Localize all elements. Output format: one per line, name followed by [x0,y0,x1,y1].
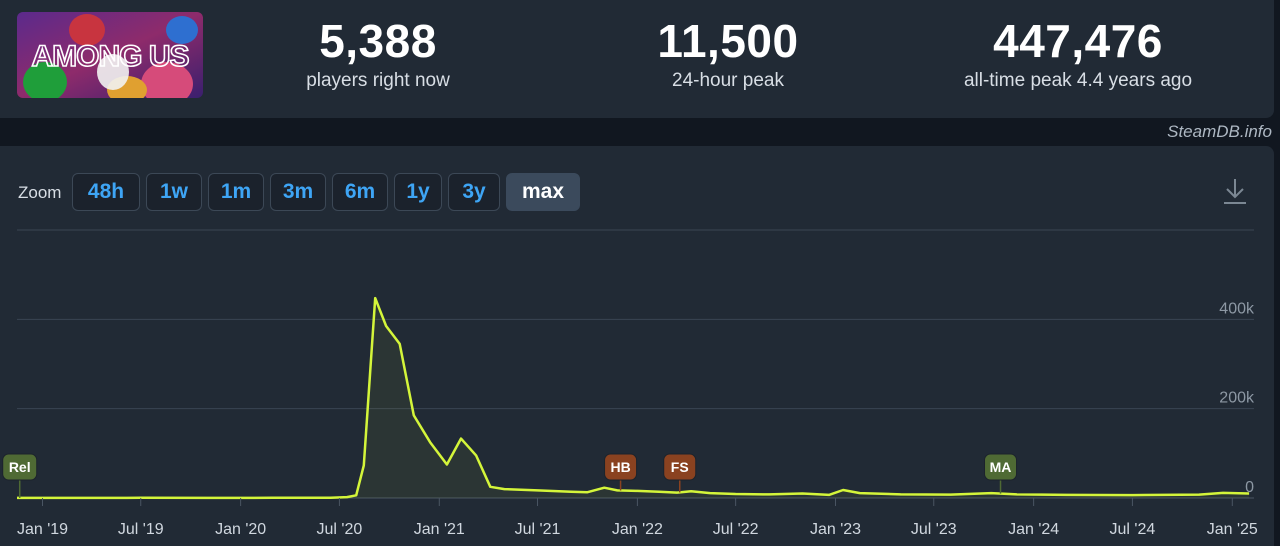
download-icon[interactable] [1222,176,1248,211]
stat-current-players: 5,388 players right now [228,14,528,92]
zoom-button-48h[interactable]: 48h [72,173,140,211]
x-tick-label: Jul '23 [911,521,957,538]
annotation-rel[interactable]: Rel [2,453,38,498]
annotations: Rel HB FS MA [2,453,1018,498]
annotation-label: FS [671,459,689,475]
all-time-peak-value: 447,476 [993,15,1163,67]
series-path [17,296,1250,500]
current-players-value: 5,388 [319,15,437,67]
x-axis-ticks: Jan '19 Jul '19 Jan '20 Jul '20 Jan '21 Jul '… [17,498,1258,538]
chart-panel: Zoom 48h 1w 1m 3m 6m 1y 3y max Rel HB FS MA Jan '1… [0,146,1274,546]
zoom-button-3y[interactable]: 3y [448,173,500,211]
x-tick-label: Jan '19 [17,521,68,538]
stat-all-time-peak: 447,476 all-time peak 4.4 years ago [928,14,1228,92]
y-tick-label: 400k [1219,300,1255,317]
all-time-peak-label: all-time peak 4.4 years ago [963,70,1193,91]
current-players-label: players right now [306,70,450,91]
y-axis-ticks: 0 200k 400k [1219,300,1255,496]
x-tick-label: Jul '24 [1110,521,1156,538]
x-tick-label: Jan '22 [612,521,663,538]
peak-24h-value: 11,500 [657,15,799,67]
x-tick-label: Jan '23 [810,521,861,538]
logo-text: AMONG US [32,40,189,73]
annotation-label: Rel [9,459,31,475]
zoom-button-3m[interactable]: 3m [270,173,326,211]
y-tick-label: 200k [1219,390,1255,407]
zoom-button-max[interactable]: max [506,173,580,211]
x-tick-label: Jul '22 [713,521,759,538]
annotation-fs[interactable]: FS [663,453,697,493]
annotation-label: MA [990,459,1012,475]
x-tick-label: Jul '20 [317,521,363,538]
zoom-button-1m[interactable]: 1m [208,173,264,211]
zoom-button-1y[interactable]: 1y [394,173,442,211]
x-tick-label: Jul '21 [515,521,561,538]
x-tick-label: Jan '21 [414,521,465,538]
series-line [17,296,1250,500]
annotation-ma[interactable]: MA [984,453,1018,494]
peak-24h-label: 24-hour peak [672,70,784,91]
stats-panel: AMONG US 5,388 players right now 11,500 … [0,0,1274,118]
zoom-button-1w[interactable]: 1w [146,173,202,211]
game-thumbnail[interactable]: AMONG US [17,12,203,98]
player-count-chart: Rel HB FS MA Jan '19 Jul '19 Jan '20 Jul '20 Ja… [2,229,1258,538]
x-tick-label: Jan '20 [215,521,266,538]
zoom-label: Zoom [18,183,62,202]
x-tick-label: Jan '25 [1207,521,1258,538]
x-tick-label: Jul '19 [118,521,164,538]
zoom-button-6m[interactable]: 6m [332,173,388,211]
y-tick-label: 0 [1245,479,1254,496]
stat-24h-peak: 11,500 24-hour peak [578,14,878,92]
annotation-label: HB [610,459,630,475]
annotation-hb[interactable]: HB [604,453,638,491]
among-us-logo-image: AMONG US [17,12,203,98]
x-tick-label: Jan '24 [1008,521,1059,538]
steamdb-credit[interactable]: SteamDB.info [1167,122,1272,141]
